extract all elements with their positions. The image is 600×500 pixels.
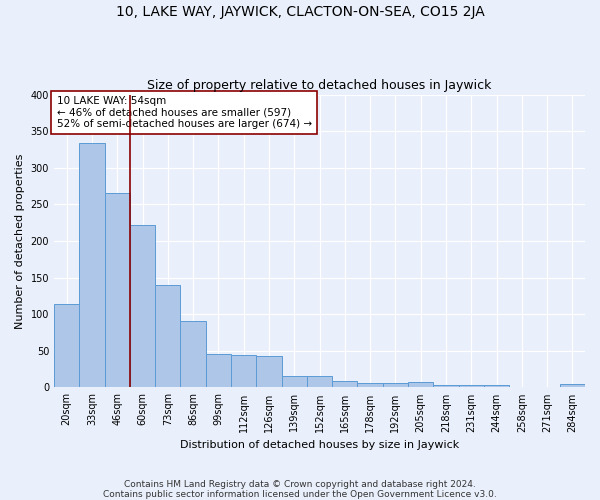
Bar [54, 304, 79, 388]
X-axis label: Distribution of detached houses by size in Jaywick: Distribution of detached houses by size … [180, 440, 459, 450]
Bar [358, 383, 383, 388]
Bar [281, 376, 307, 388]
Bar [79, 143, 104, 388]
Bar [383, 383, 408, 388]
Text: Contains HM Land Registry data © Crown copyright and database right 2024.
Contai: Contains HM Land Registry data © Crown c… [103, 480, 497, 499]
Bar [155, 285, 181, 388]
Bar [560, 384, 585, 388]
Bar [181, 321, 206, 388]
Bar [256, 356, 281, 388]
Bar [307, 376, 332, 388]
Text: 10 LAKE WAY: 54sqm
← 46% of detached houses are smaller (597)
52% of semi-detach: 10 LAKE WAY: 54sqm ← 46% of detached hou… [56, 96, 312, 129]
Text: 10, LAKE WAY, JAYWICK, CLACTON-ON-SEA, CO15 2JA: 10, LAKE WAY, JAYWICK, CLACTON-ON-SEA, C… [116, 5, 484, 19]
Title: Size of property relative to detached houses in Jaywick: Size of property relative to detached ho… [148, 79, 492, 92]
Bar [231, 355, 256, 388]
Bar [458, 385, 484, 388]
Bar [130, 225, 155, 388]
Bar [408, 382, 433, 388]
Bar [433, 384, 458, 388]
Y-axis label: Number of detached properties: Number of detached properties [15, 154, 25, 328]
Bar [206, 354, 231, 388]
Bar [332, 381, 358, 388]
Bar [484, 384, 509, 388]
Bar [104, 194, 130, 388]
